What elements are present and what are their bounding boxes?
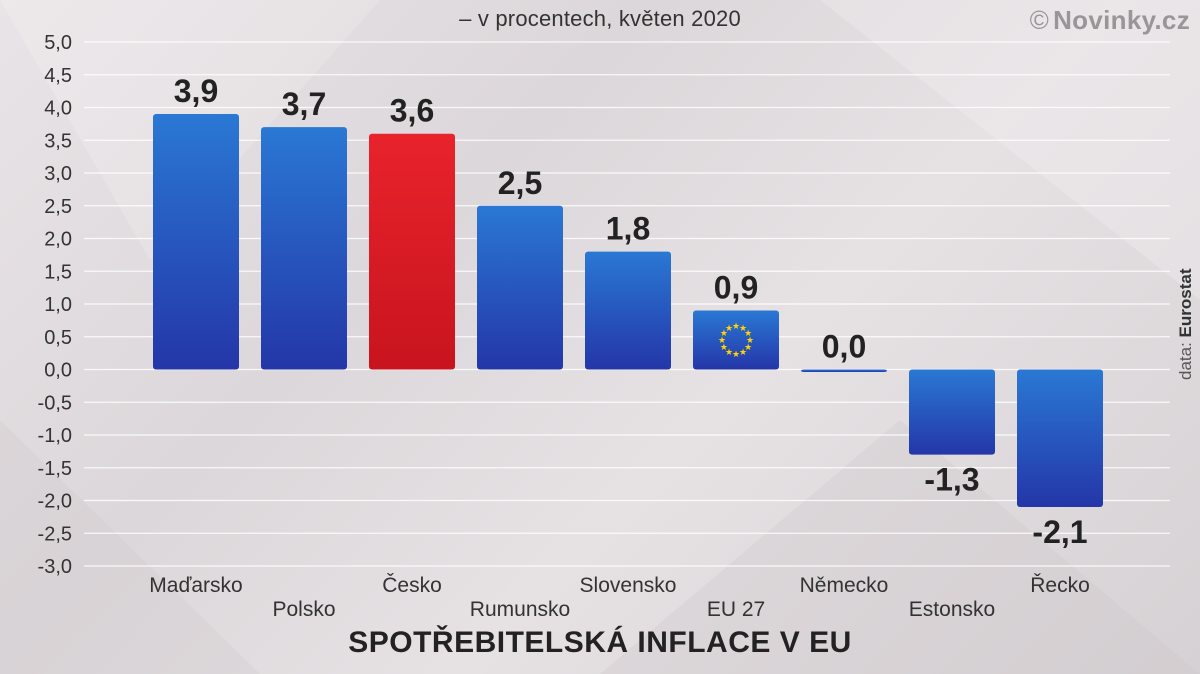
y-tick-label: 4,5 (44, 65, 72, 87)
value-label: -1,3 (924, 462, 979, 498)
eu-star-icon: ★ (732, 350, 740, 360)
category-label: Česko (382, 574, 442, 597)
chart-title: SPOTŘEBITELSKÁ INFLACE V EU (348, 626, 852, 659)
bar-1 (153, 114, 239, 370)
eu-star-icon: ★ (744, 329, 752, 339)
category-label: Estonsko (909, 598, 995, 621)
value-label: -2,1 (1032, 514, 1087, 550)
y-tick-label: 5,0 (44, 32, 72, 54)
category-label: Slovensko (580, 574, 677, 597)
source-name: Eurostat (1176, 268, 1195, 338)
y-tick-label: 4,0 (44, 98, 72, 120)
eu-star-icon: ★ (744, 343, 752, 353)
brand-name: Novinky.cz (1053, 5, 1190, 35)
value-label: 3,6 (390, 93, 434, 129)
eu-star-icon: ★ (746, 336, 754, 346)
category-label: Řecko (1030, 574, 1090, 597)
value-label: 3,9 (174, 73, 218, 109)
y-tick-label: -2,5 (38, 523, 72, 545)
value-label: 0,9 (714, 270, 758, 306)
value-label: 0,0 (822, 329, 866, 365)
bar-6 (693, 310, 779, 370)
y-tick-label: 0,5 (44, 327, 72, 349)
y-tick-label: -2,0 (38, 491, 72, 513)
bar-7 (801, 369, 887, 372)
brand-logo: © Novinky.cz (1030, 5, 1190, 36)
bar-4 (477, 205, 563, 370)
bar-8 (909, 369, 995, 455)
y-tick-label: -3,0 (38, 556, 72, 578)
y-tick-label: 2,5 (44, 196, 72, 218)
y-tick-label: 0,0 (44, 360, 72, 382)
bar-5 (585, 251, 671, 370)
eu-star-icon: ★ (718, 336, 726, 346)
y-tick-label: 2,0 (44, 229, 72, 251)
y-tick-label: 3,0 (44, 163, 72, 185)
eu-star-icon: ★ (725, 348, 733, 358)
category-label: Maďarsko (149, 574, 242, 597)
y-tick-label: -0,5 (38, 392, 72, 414)
y-tick-label: 1,5 (44, 261, 72, 283)
category-label: Polsko (272, 598, 335, 621)
value-label: 2,5 (498, 165, 542, 201)
y-tick-label: -1,5 (38, 458, 72, 480)
eu-star-icon: ★ (732, 322, 740, 332)
value-label: 1,8 (606, 211, 650, 247)
source-prefix: data: (1176, 342, 1195, 380)
eu-star-icon: ★ (739, 324, 747, 334)
eu-star-icon: ★ (725, 324, 733, 334)
category-label: Německo (800, 574, 889, 597)
eu-star-icon: ★ (720, 343, 728, 353)
category-label: EU 27 (707, 598, 765, 621)
copyright-symbol: © (1029, 5, 1050, 35)
y-tick-label: 1,0 (44, 294, 72, 316)
data-source: data: Eurostat (1176, 268, 1196, 380)
eu-star-icon: ★ (739, 348, 747, 358)
bar-9 (1017, 369, 1103, 508)
bar-2 (261, 127, 347, 370)
value-label: 3,7 (282, 86, 326, 122)
bar-3 (369, 133, 455, 370)
y-tick-label: -1,0 (38, 425, 72, 447)
eu-star-icon: ★ (720, 329, 728, 339)
y-tick-label: 3,5 (44, 130, 72, 152)
chart-subtitle: – v procentech, květen 2020 (459, 6, 741, 31)
category-label: Rumunsko (470, 598, 570, 621)
